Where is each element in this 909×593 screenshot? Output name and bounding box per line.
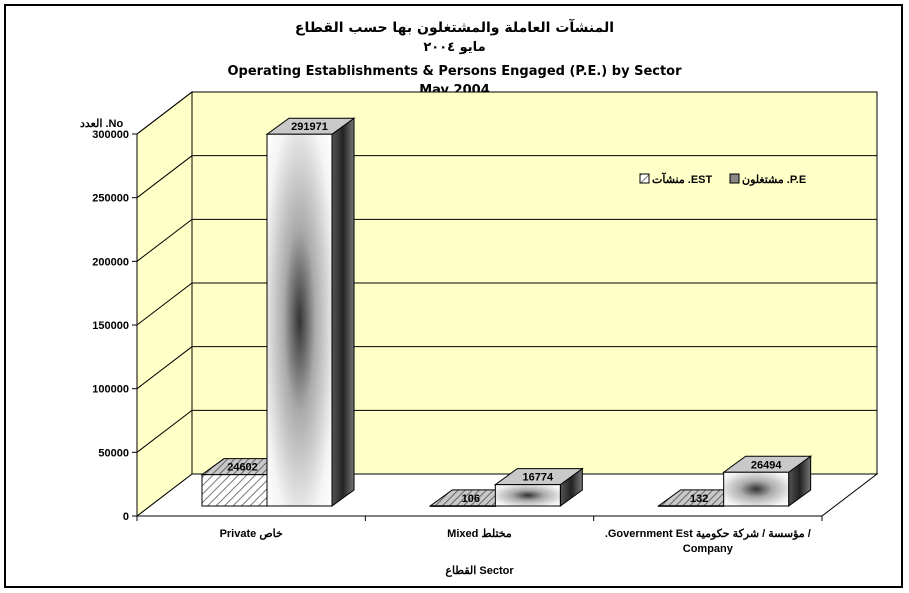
chart-title-arabic: المنشآت العاملة والمشتغلون بها حسب القطا… <box>294 20 615 36</box>
y-tick-label: 200000 <box>92 256 129 268</box>
gridline <box>136 91 877 135</box>
x-category-label: .Government Est مؤسسة / شركة حكومية / <box>605 528 811 540</box>
gridline <box>136 282 877 326</box>
y-tick-label: 0 <box>123 511 129 523</box>
y-tick-label: 150000 <box>92 320 129 332</box>
data-label-pe: 291971 <box>291 121 328 133</box>
x-category-label: Mixed مختلط <box>447 528 512 540</box>
x-category-label: Company <box>683 543 734 555</box>
bar-est <box>201 474 268 507</box>
gridline <box>136 409 877 453</box>
legend-swatch <box>639 173 650 184</box>
data-label-est: 132 <box>690 493 708 505</box>
bar-est <box>658 505 725 507</box>
data-label-pe: 16774 <box>523 472 554 484</box>
chart-title-english: Operating Establishments & Persons Engag… <box>227 64 682 79</box>
chart-date-arabic: مايو ٢٠٠٤ <box>423 40 486 55</box>
gridline <box>136 346 877 390</box>
y-tick-label: 100000 <box>92 384 129 396</box>
x-category-label: Private خاص <box>220 528 283 540</box>
legend-label: منشآت .EST <box>652 172 713 186</box>
data-label-est: 106 <box>462 493 480 505</box>
y-tick-label: 300000 <box>92 129 129 141</box>
gridline <box>136 155 877 199</box>
legend-label: مشتغلون .P.E <box>742 174 806 186</box>
y-tick-label: 50000 <box>98 447 129 459</box>
data-label-est: 24602 <box>227 462 258 474</box>
bar-pe <box>723 471 790 507</box>
bar-pe <box>266 133 333 507</box>
bar-pe <box>494 484 561 507</box>
legend-swatch <box>729 173 740 184</box>
bar-est <box>429 505 496 507</box>
data-label-pe: 26494 <box>751 459 782 471</box>
y-tick-label: 250000 <box>92 193 129 205</box>
bar-pe-side <box>331 117 355 507</box>
x-axis-label: القطاع Sector <box>445 565 514 577</box>
y-axis-label: العدد .No <box>80 118 123 130</box>
gridline <box>136 218 877 262</box>
